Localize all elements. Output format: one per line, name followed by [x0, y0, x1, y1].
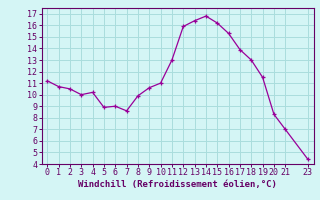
- X-axis label: Windchill (Refroidissement éolien,°C): Windchill (Refroidissement éolien,°C): [78, 180, 277, 189]
